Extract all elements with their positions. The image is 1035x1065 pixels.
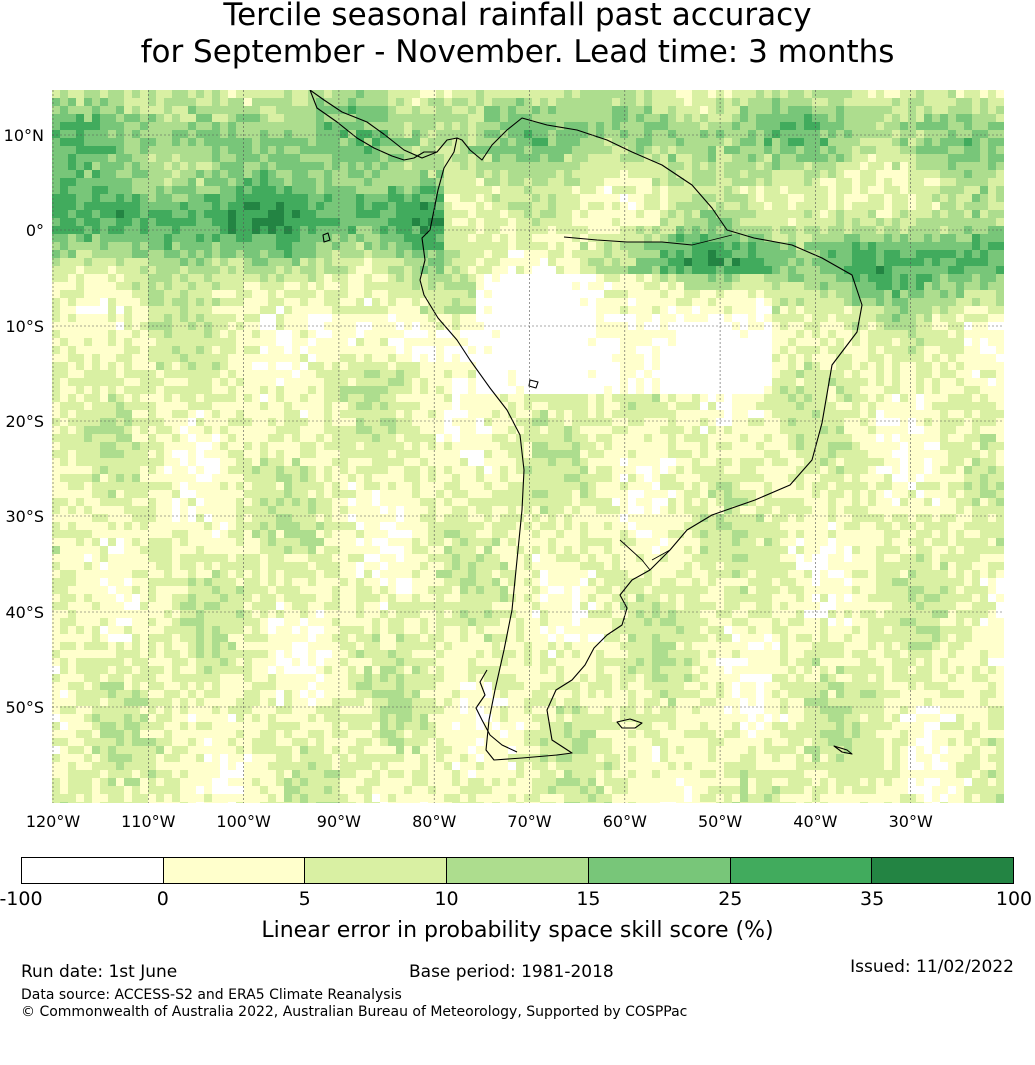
colorbar-tick-label: 35 <box>860 888 885 910</box>
colorbar-segment <box>305 858 448 883</box>
colorbar-tick-label: 25 <box>718 888 743 910</box>
colorbar-tick-label: 10 <box>434 888 459 910</box>
issued-date: Issued: 11/02/2022 <box>850 957 1014 977</box>
colorbar-tick-label: 0 <box>156 888 169 910</box>
lon-label: 100°W <box>216 812 271 831</box>
colorbar <box>21 857 1014 884</box>
colorbar-segment <box>730 858 873 883</box>
lon-label: 30°W <box>888 812 933 831</box>
map-canvas <box>52 90 1004 803</box>
lat-label: 20°S <box>5 412 44 431</box>
data-source: Data source: ACCESS-S2 and ERA5 Climate … <box>21 987 402 1003</box>
colorbar-tick-label: 15 <box>576 888 601 910</box>
run-date: Run date: 1st June <box>21 962 178 982</box>
map-title-line1: Tercile seasonal rainfall past accuracy <box>223 0 812 33</box>
central-america-coastline <box>309 90 437 161</box>
graticule <box>52 90 1004 803</box>
lon-label: 40°W <box>793 812 838 831</box>
south-america-coastline <box>309 90 863 761</box>
lat-label: 0° <box>25 221 44 240</box>
colorbar-segment <box>872 858 1014 883</box>
lon-label: 80°W <box>412 812 457 831</box>
rio-de-la-plata <box>619 539 671 571</box>
lon-label: 70°W <box>507 812 552 831</box>
lat-label: 30°S <box>5 507 44 526</box>
colorbar-segment <box>447 858 589 883</box>
skill-field <box>52 90 1004 803</box>
coastline <box>309 90 863 761</box>
colorbar-tick-label: 5 <box>298 888 311 910</box>
lon-label: 110°W <box>121 812 176 831</box>
copyright: © Commonwealth of Australia 2022, Austra… <box>21 1004 688 1020</box>
lon-label: 90°W <box>316 812 361 831</box>
lat-label: 10°N <box>3 126 44 145</box>
base-period: Base period: 1981-2018 <box>409 962 614 982</box>
colorbar-tick-label: 100 <box>995 888 1033 910</box>
lat-label: 10°S <box>5 317 44 336</box>
colorbar-tick-label: -100 <box>0 888 43 910</box>
falkland-islands <box>616 718 643 729</box>
skill-score-map <box>52 90 1004 803</box>
lon-label: 60°W <box>602 812 647 831</box>
colorbar-segment <box>588 858 731 883</box>
colorbar-segment <box>163 858 306 883</box>
galapagos-islands <box>322 232 331 243</box>
colorbar-label: Linear error in probability space skill … <box>261 918 774 943</box>
lat-label: 50°S <box>5 698 44 717</box>
lon-label: 50°W <box>698 812 743 831</box>
lon-label: 120°W <box>25 812 81 831</box>
map-title-line2: for September - November. Lead time: 3 m… <box>140 34 895 70</box>
colorbar-segment <box>22 858 164 883</box>
chilean-fjords <box>475 669 518 753</box>
lat-label: 40°S <box>5 603 44 622</box>
south-georgia <box>833 745 853 755</box>
amazon-river <box>563 234 733 246</box>
